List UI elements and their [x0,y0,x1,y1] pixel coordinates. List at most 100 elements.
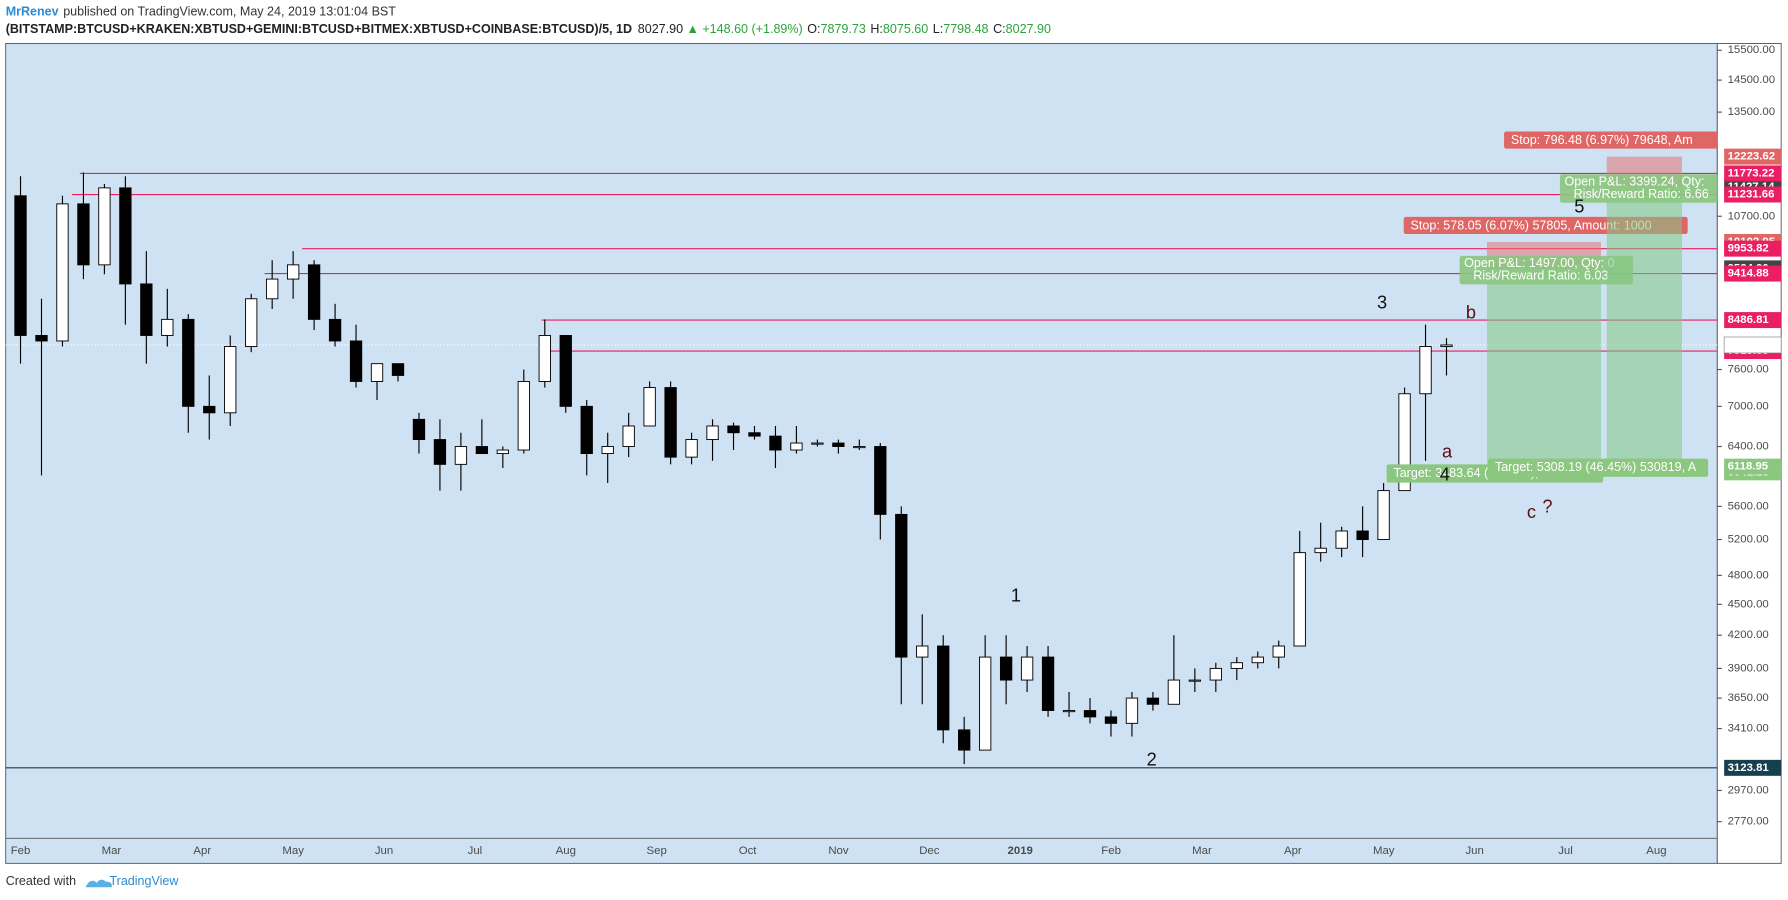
rr-label: Risk/Reward Ratio: 6.66 [1574,187,1709,201]
tradingview-logo [85,879,112,888]
candle-body [1293,552,1306,647]
y-tick-label: 3900.00 [1728,662,1769,674]
plot-layer: Stop: 578.05 (6.07%) 57805, Amount: 1000… [5,131,1718,770]
x-tick-label: Mar [1192,845,1212,857]
candle-body [727,425,740,434]
x-tick-label: Feb [11,845,31,857]
level-label: 3123.81 [1728,762,1770,774]
candle-body [266,278,279,300]
symbol-line: (BITSTAMP:BTCUSD+KRAKEN:XBTUSD+GEMINI:BT… [6,22,1051,36]
x-tick-label: Dec [919,845,940,857]
candle-body [182,318,195,407]
y-tick-label: 5200.00 [1728,534,1769,546]
y-tick-label: 13500.00 [1728,106,1776,118]
last-price: 8027.90 [638,22,683,36]
y-tick-label: 7600.00 [1728,364,1769,376]
candle-body [391,363,405,376]
reward-zone [1486,268,1601,473]
candle-body [1398,393,1411,492]
x-tick-label: Jul [1558,845,1573,857]
candle-body [769,435,782,451]
reward-zone [1606,186,1682,467]
candle-body [1104,716,1118,724]
y-tick-label: 4500.00 [1728,598,1769,610]
candle-body [811,442,824,445]
author[interactable]: MrRenev [6,5,59,19]
candle-body [1041,656,1055,711]
y-tick-label: 7000.00 [1728,400,1769,412]
y-tick-label: 2970.00 [1728,784,1769,796]
x-tick-label: Jun [1465,845,1483,857]
target-label: Target: 5308.19 (46.45%) 530819, A [1495,460,1697,474]
x-tick-label: Aug [556,845,576,857]
y-tick-label: 15500.00 [1728,44,1776,56]
price-label-box [1724,458,1782,475]
candle-body [1419,346,1432,395]
candle-body [1188,679,1202,682]
candle-body [1251,656,1264,664]
level-label-box [1724,240,1782,257]
footer-brand[interactable]: TradingView [109,874,179,888]
candle-body [475,446,489,455]
y-tick-label: 3650.00 [1728,692,1769,704]
h-value: 8075.60 [883,22,928,36]
c-value: 8027.90 [1006,22,1051,36]
x-tick-label: Apr [193,845,211,857]
candle-body [1020,656,1034,681]
candle-body [978,656,992,751]
candle-body [1209,667,1222,681]
candle-body [370,363,384,382]
wave-annotation: c [1527,501,1536,522]
level-label-box [1724,186,1782,203]
candle-body [559,335,572,407]
candle-body [349,340,363,382]
candle-body [874,446,887,515]
price-label: 6118.95 [1728,461,1769,473]
level-label: 9953.82 [1728,243,1769,255]
level-label: 9414.88 [1728,268,1769,280]
c-key: C: [993,22,1006,36]
target-label-box [1488,458,1709,477]
candle-body [664,387,677,458]
candle-body [958,729,971,751]
x-tick-label: May [282,845,304,857]
candle-body [1314,547,1327,554]
published: published on TradingView.com, May 24, 20… [63,5,396,19]
candle-body [790,442,803,451]
symbol: (BITSTAMP:BTCUSD+KRAKEN:XBTUSD+GEMINI:BT… [6,22,632,36]
level-label-box [1724,265,1782,282]
x-tick-label: Apr [1284,845,1302,857]
candle-body [245,298,258,347]
candle-body [161,318,174,336]
level-label: 8027.90 [1728,339,1769,351]
l-value: 7798.48 [943,22,988,36]
price-label: 12223.62 [1728,151,1776,163]
level-label-box [1723,336,1782,354]
candle-body [999,656,1013,681]
candle-body [433,439,447,465]
level-label-box [1724,165,1782,182]
candle-body [748,432,761,437]
candle-body [895,513,908,658]
wave-annotation: b [1466,302,1476,323]
candle-body [454,446,468,465]
level-label: 8486.81 [1728,314,1770,326]
wave-annotation: 4 [1440,463,1450,484]
candle-body [1377,490,1390,540]
candle-body [580,405,593,455]
wave-annotation: 1 [1011,584,1021,605]
candle-body [643,387,656,427]
candle-body [140,283,153,336]
x-tick-label: Mar [102,845,122,857]
rr-label: Risk/Reward Ratio: 6.03 [1473,269,1608,283]
level-label-box [1724,759,1782,776]
candle-body [832,442,845,447]
candle-body [1335,530,1348,549]
candle-body [1125,697,1139,724]
pnl-label: Open P&L: 3399.24, Qty: [1565,175,1705,189]
candle-body [622,425,635,447]
wave-annotation: 2 [1147,749,1157,770]
candle-body [77,203,90,266]
y-tick-label: 5600.00 [1728,500,1769,512]
